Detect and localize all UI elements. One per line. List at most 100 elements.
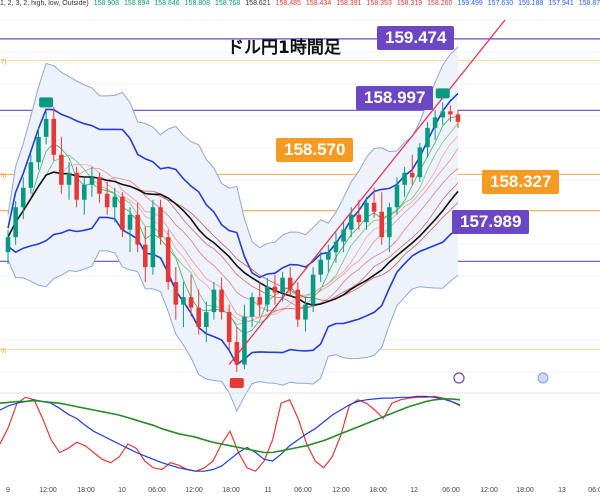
x-tick-label: 06:00 bbox=[588, 487, 600, 494]
x-tick-label: 06:00 bbox=[442, 487, 460, 494]
candle-body bbox=[242, 316, 247, 365]
candle-body bbox=[219, 289, 224, 313]
strip-value: 158.353 bbox=[366, 0, 392, 7]
candle-body bbox=[43, 118, 49, 137]
indicator-values-strip: 1, 2, 3, 2, high, low, Outside) 158.908 15… bbox=[0, 0, 600, 11]
candle-body bbox=[104, 193, 110, 208]
strip-value: 158.768 bbox=[214, 0, 241, 7]
candle-body bbox=[226, 312, 232, 343]
strip-value: 1, 2, 3, 2, high, low, Outside) bbox=[0, 0, 89, 7]
candle-body bbox=[196, 307, 201, 328]
candle-body bbox=[379, 211, 385, 238]
flag-icon bbox=[537, 372, 549, 384]
x-tick-label: 06:00 bbox=[294, 487, 312, 494]
candle-body bbox=[127, 214, 133, 230]
level-badge-158327: 158.327 bbox=[482, 170, 560, 194]
candle-body bbox=[249, 297, 255, 317]
candle-body bbox=[204, 312, 209, 328]
strip-value: 158.846 bbox=[154, 0, 180, 7]
axis-fragment: 0) bbox=[1, 173, 6, 179]
candle-body bbox=[5, 237, 11, 253]
candle-body bbox=[89, 177, 95, 185]
candle-body bbox=[394, 184, 400, 208]
candle-body bbox=[173, 282, 179, 305]
event-icon bbox=[453, 372, 465, 384]
candle-body bbox=[74, 172, 79, 200]
level-badge-158997: 158.997 bbox=[356, 86, 434, 110]
x-tick-label: 12 bbox=[410, 487, 418, 494]
candle-body bbox=[36, 136, 41, 163]
strip-value: 158.319 bbox=[396, 0, 423, 7]
candle-body bbox=[150, 207, 156, 268]
candle-body bbox=[135, 214, 140, 245]
chart-title: ドル円1時間足 bbox=[227, 38, 341, 58]
x-tick-label: 12:00 bbox=[185, 487, 203, 494]
candle-body bbox=[448, 111, 453, 115]
candle-body bbox=[66, 172, 72, 185]
candle-body bbox=[326, 252, 331, 260]
strip-value: 158.894 bbox=[124, 0, 150, 7]
candle-body bbox=[120, 196, 125, 230]
candle-body bbox=[402, 172, 407, 185]
candle-body bbox=[28, 162, 34, 188]
bollinger-outer-lower bbox=[7, 250, 459, 413]
x-tick-label: 12:00 bbox=[332, 487, 350, 494]
strip-value: 159.499 bbox=[457, 0, 483, 7]
candle-body bbox=[348, 214, 354, 230]
strip-value: 158.391 bbox=[336, 0, 362, 7]
x-tick-label: 9 bbox=[6, 487, 10, 494]
candle-body bbox=[181, 297, 186, 305]
x-tick-label: 12:00 bbox=[39, 487, 57, 494]
strip-value: 158.908 bbox=[93, 0, 120, 7]
candle-body bbox=[280, 277, 285, 293]
candle-body bbox=[409, 172, 415, 178]
candle-body bbox=[158, 207, 163, 238]
strip-value: 158.808 bbox=[184, 0, 210, 7]
bollinger-band-fill bbox=[8, 46, 458, 411]
axis-fragment: 0) bbox=[1, 349, 6, 355]
x-tick-label: 12:00 bbox=[480, 487, 498, 494]
x-tick-label: 18:00 bbox=[369, 487, 387, 494]
strip-value: 158.621 bbox=[245, 0, 271, 7]
candle-body bbox=[432, 117, 438, 128]
candle-body bbox=[455, 114, 461, 122]
axis-fragment: 7) bbox=[1, 59, 6, 65]
candle-body bbox=[295, 289, 301, 320]
oscillator-line bbox=[0, 398, 461, 454]
pivot-marker bbox=[229, 378, 244, 388]
level-badge-157989: 157.989 bbox=[452, 210, 530, 234]
oscillator-line bbox=[0, 395, 461, 472]
candle-body bbox=[440, 111, 446, 118]
bollinger-inner-upper bbox=[7, 93, 459, 279]
candle-body bbox=[13, 207, 18, 238]
candle-body bbox=[81, 184, 87, 200]
candle-body bbox=[59, 154, 64, 185]
bollinger-outer-upper bbox=[7, 46, 459, 249]
x-tick-label: 13 bbox=[558, 487, 566, 494]
x-tick-label: 11 bbox=[264, 487, 271, 494]
level-badge-158570: 158.570 bbox=[276, 138, 354, 162]
candle-body bbox=[97, 177, 102, 194]
pivot-marker bbox=[39, 97, 54, 108]
candle-body bbox=[333, 241, 339, 253]
level-badge-159474: 159.474 bbox=[377, 26, 455, 50]
strip-value: 158.434 bbox=[305, 0, 332, 7]
candle-body bbox=[211, 289, 217, 313]
oscillator-line bbox=[0, 395, 461, 472]
trend-line bbox=[228, 19, 506, 365]
candle-body bbox=[112, 196, 118, 208]
candle-body bbox=[265, 286, 270, 305]
candle-body bbox=[51, 118, 57, 155]
candle-body bbox=[257, 297, 262, 305]
candle-body bbox=[318, 259, 323, 275]
pivot-marker bbox=[435, 88, 450, 99]
candle-body bbox=[387, 207, 392, 238]
candle-body bbox=[356, 214, 362, 223]
strip-value: 157.941 bbox=[548, 0, 574, 7]
candle-body bbox=[143, 244, 148, 268]
x-tick-label: 18:00 bbox=[516, 487, 534, 494]
x-tick-label: 06:00 bbox=[148, 487, 166, 494]
candle-body bbox=[341, 229, 346, 242]
strip-value: 159.188 bbox=[518, 0, 544, 7]
